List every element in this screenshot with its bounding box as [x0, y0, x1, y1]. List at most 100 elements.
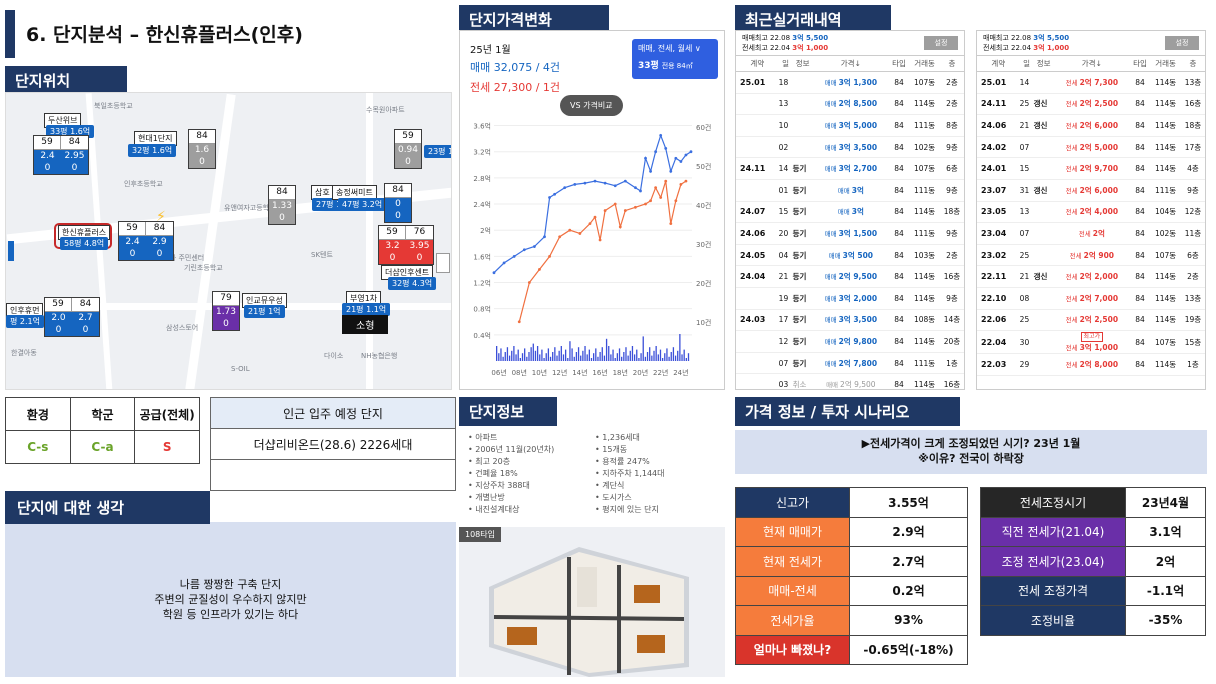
deals-column-header[interactable]: 일: [778, 55, 793, 72]
volume-bar: [552, 352, 554, 361]
deal-row[interactable]: 24.06 20 등기 매매 3억 1,500 84 111동 9층: [736, 222, 964, 245]
settings-button[interactable]: 설정: [924, 36, 958, 50]
volume-bar: [532, 343, 534, 361]
deals-column-header[interactable]: 정보: [792, 55, 813, 72]
title-bar: 6. 단지분석 – 한신휴플러스(인후): [0, 10, 455, 58]
deal-row[interactable]: 22.04 30 최고가 전세 3억 1,000 84 107동 15층: [977, 330, 1205, 355]
deal-row[interactable]: 25.01 18 매매 3억 1,300 84 107동 2층: [736, 71, 964, 94]
deal-row[interactable]: 24.02 07 전세 2억 5,000 84 114동 17층: [977, 136, 1205, 159]
volume-bar: [599, 352, 601, 361]
deal-row[interactable]: 25.01 14 전세 2억 7,300 84 114동 13층: [977, 71, 1205, 94]
deal-row[interactable]: 07 등기 매매 2억 7,800 84 111동 1층: [736, 352, 964, 375]
compare-button[interactable]: VS 가격비교: [560, 95, 623, 116]
settings-button[interactable]: 설정: [1165, 36, 1199, 50]
deal-row[interactable]: 03 취소 매매 2억 9,500 84 114동 16층: [736, 373, 964, 389]
deals-column-header[interactable]: 타입: [1130, 55, 1151, 72]
volume-bar: [560, 346, 562, 361]
poi-label: 인후초등학교: [124, 180, 163, 188]
deals-summary: 매매최고 22.08 3억 5,500 전세최고 22.04 3억 1,000 설정: [977, 31, 1205, 55]
deal-row[interactable]: 24.06 21 갱신 전세 2억 6,000 84 114동 18층: [977, 114, 1205, 137]
complex-marker-ingyo[interactable]: 79 1.73 0: [212, 291, 240, 331]
deal-row[interactable]: 24.03 17 등기 매매 3억 3,500 84 108동 14층: [736, 309, 964, 332]
deal-row[interactable]: 22.06 25 전세 2억 2,500 84 114동 19층: [977, 309, 1205, 332]
series-point: [593, 179, 597, 183]
deals-column-header[interactable]: 가격↓: [812, 55, 889, 72]
deal-row[interactable]: 22.11 21 갱신 전세 2억 2,000 84 114동 2층: [977, 265, 1205, 288]
thoughts-text: 나름 짱짱한 구축 단지 주변의 균질성이 우수하지 않지만 학원 등 인프라가…: [154, 578, 307, 621]
volume-bar: [681, 354, 683, 361]
location-map[interactable]: 북일초등학교 수목원아파트 유앤여자고등학교 인후초등학교 SK텐트 우아동1가…: [5, 92, 452, 390]
deal-row[interactable]: 01 등기 매매 3억 84 111동 9층: [736, 179, 964, 202]
volume-bar: [534, 350, 537, 361]
deals-column-header[interactable]: 거래동: [1150, 55, 1181, 72]
grade-value: C-a: [69, 430, 136, 464]
deals-column-header[interactable]: 정보: [1033, 55, 1054, 72]
volume-bar: [543, 358, 545, 361]
deal-row[interactable]: 24.05 04 등기 매매 3억 500 84 103동 2층: [736, 244, 964, 267]
deals-column-header[interactable]: 타입: [889, 55, 910, 72]
deal-row[interactable]: 13 매매 2억 8,500 84 114동 2층: [736, 93, 964, 116]
volume-bar: [661, 358, 664, 361]
deal-row[interactable]: 23.05 13 전세 2억 4,000 84 104동 12층: [977, 201, 1205, 224]
deal-row[interactable]: 24.11 25 갱신 전세 2억 2,500 84 114동 16층: [977, 93, 1205, 116]
complex-marker-small[interactable]: 59 0.94 0: [394, 129, 422, 169]
deal-row[interactable]: 24.04 21 등기 매매 2억 9,500 84 114동 16층: [736, 265, 964, 288]
volume-bar: [687, 353, 690, 361]
marker-price-label: 21평 1억: [244, 305, 285, 318]
deals-column-header[interactable]: 층: [940, 55, 964, 72]
info-item: 내진설계대상: [468, 504, 591, 515]
deal-row[interactable]: 24.11 14 등기 매매 3억 2,700 84 107동 6층: [736, 157, 964, 180]
deal-row[interactable]: 24.01 15 전세 2억 9,700 84 114동 4층: [977, 157, 1205, 180]
volume-bar: [610, 354, 612, 361]
volume-bar: [670, 352, 672, 361]
x-tick-label: 10년: [532, 368, 547, 377]
deal-row[interactable]: 23.02 25 전세 2억 900 84 107동 6층: [977, 244, 1205, 267]
info-item: 지상주차 388대: [468, 480, 591, 491]
deal-row[interactable]: 24.07 15 등기 매매 3억 84 114동 18층: [736, 201, 964, 224]
upcoming-empty: [210, 459, 456, 491]
deals-column-header[interactable]: 계약: [977, 55, 1020, 72]
deals-column-header[interactable]: 계약: [736, 55, 779, 72]
complex-marker-133[interactable]: 84 1.33 0: [268, 185, 296, 225]
series-point: [598, 238, 602, 242]
poi-label: 한결아동: [11, 349, 37, 357]
y2-tick-label: 50건: [696, 162, 711, 171]
series-point: [649, 199, 652, 203]
deal-row[interactable]: 12 등기 매매 2억 9,800 84 114동 20층: [736, 330, 964, 353]
floorplan-image: 108타입: [459, 527, 725, 677]
volume-bar: [571, 348, 573, 361]
deal-row[interactable]: 22.03 29 전세 2억 8,000 84 114동 1층: [977, 353, 1205, 376]
series-point: [543, 235, 546, 239]
price-value: 2.7억: [849, 546, 968, 577]
deal-row[interactable]: 10 매매 3억 5,000 84 111동 8층: [736, 114, 964, 137]
price-value: 0.2억: [849, 575, 968, 606]
deal-row[interactable]: 23.07 31 갱신 전세 2억 6,000 84 111동 9층: [977, 179, 1205, 202]
deals-column-header[interactable]: 가격↓: [1053, 55, 1130, 72]
series-point: [613, 184, 617, 188]
x-tick-label: 22년: [653, 368, 668, 377]
y2-tick-label: 20건: [696, 279, 711, 288]
series-point: [659, 133, 663, 137]
chart-filter[interactable]: 매매, 전세, 월세 ∨ 33평 전용 84㎡: [632, 39, 718, 79]
complex-marker-hyundai1[interactable]: 84 1.6 0: [188, 129, 216, 169]
deal-row[interactable]: 02 매매 3억 3,500 84 102동 9층: [736, 136, 964, 159]
series-point: [583, 181, 587, 185]
series-point: [669, 222, 673, 226]
series-point: [684, 179, 688, 183]
deals-column-header[interactable]: 거래동: [909, 55, 940, 72]
deals-column-header[interactable]: 일: [1019, 55, 1034, 72]
series-point: [644, 202, 647, 206]
deals-table: 계약 일 정보 가격↓ 타입 거래동 층 25.01 14 전세 2억 7,300 84 114동 13층…: [977, 55, 1205, 376]
series-point: [689, 150, 693, 154]
deal-row[interactable]: 22.10 08 전세 2억 7,000 84 114동 13층: [977, 287, 1205, 310]
complex-marker-songjeong[interactable]: 84 0 0: [384, 183, 412, 223]
y2-tick-label: 10건: [696, 318, 711, 327]
volume-bar: [614, 358, 616, 361]
deal-row[interactable]: 19 등기 매매 3억 2,000 84 114동 9층: [736, 287, 964, 310]
deals-column-header[interactable]: 층: [1181, 55, 1205, 72]
deal-row[interactable]: 23.04 07 전세 2억 84 102동 11층: [977, 222, 1205, 245]
